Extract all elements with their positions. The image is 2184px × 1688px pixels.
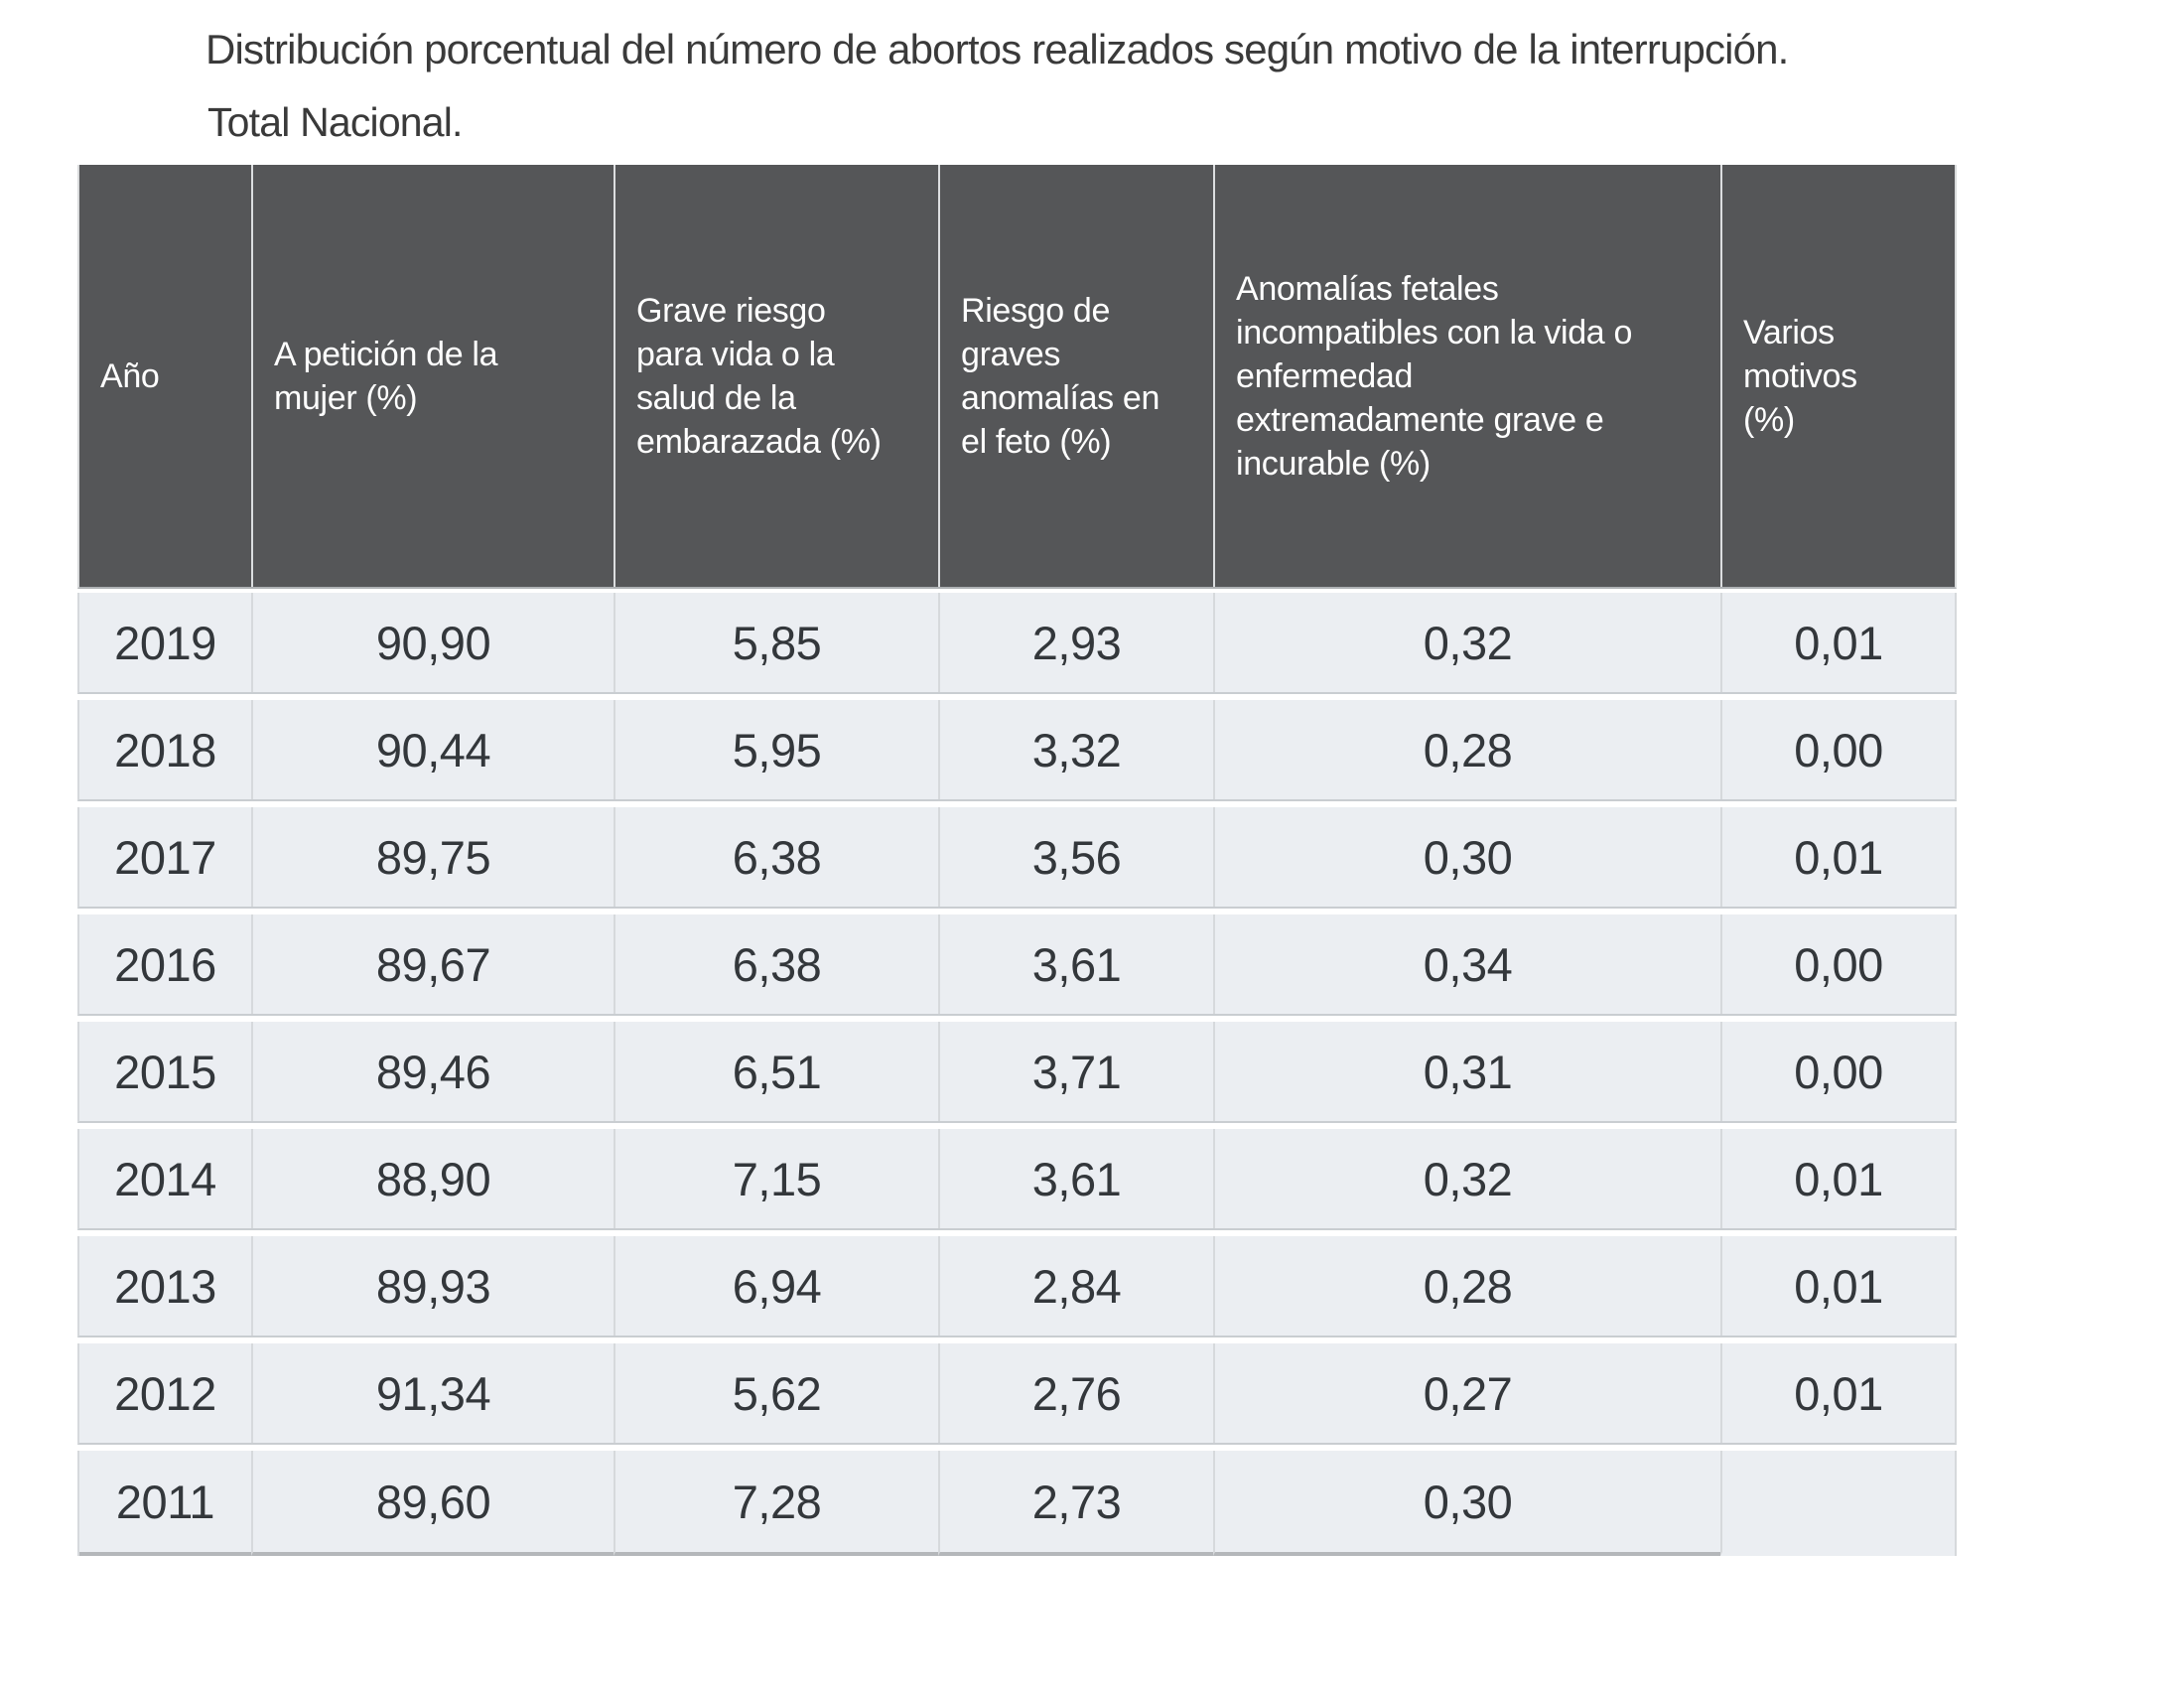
value-cell: 0,34	[1213, 914, 1720, 1014]
value-cell: 0,01	[1720, 1236, 1955, 1336]
value-cell: 7,28	[614, 1451, 938, 1556]
column-header-varios-motivos: Varios motivos (%)	[1720, 165, 1955, 587]
value-cell: 90,90	[251, 593, 614, 692]
value-cell: 0,28	[1213, 700, 1720, 799]
page-title: Distribución porcentual del número de ab…	[205, 26, 1789, 72]
value-cell: 0,32	[1213, 1129, 1720, 1228]
value-cell: 2,76	[938, 1343, 1213, 1443]
value-cell: 89,67	[251, 914, 614, 1014]
table-row-2015: 2015 89,46 6,51 3,71 0,31 0,00	[77, 1022, 1957, 1123]
column-header-anomalias-fetales-incompatibles: Anomalías fetales incompatibles con la v…	[1213, 165, 1720, 587]
value-cell: 0,28	[1213, 1236, 1720, 1336]
year-cell: 2012	[79, 1343, 251, 1443]
column-header-riesgo-anomalias-feto: Riesgo de graves anomalías en el feto (%…	[938, 165, 1213, 587]
value-cell: 89,46	[251, 1022, 614, 1121]
data-table: Año A petición de la mujer (%) Grave rie…	[77, 165, 1957, 1556]
value-cell: 89,60	[251, 1451, 614, 1556]
value-cell: 6,94	[614, 1236, 938, 1336]
value-cell: 3,32	[938, 700, 1213, 799]
year-cell: 2011	[79, 1451, 251, 1556]
value-cell: 0,00	[1720, 914, 1955, 1014]
value-cell: 0,01	[1720, 1343, 1955, 1443]
value-cell: 90,44	[251, 700, 614, 799]
value-cell: 0,27	[1213, 1343, 1720, 1443]
table-body: 2019 90,90 5,85 2,93 0,32 0,01 2018 90,44 5,95 3,…	[77, 593, 1957, 1556]
value-cell: 7,15	[614, 1129, 938, 1228]
value-cell: 0,30	[1213, 807, 1720, 907]
column-header-year: Año	[100, 356, 160, 395]
table-row-2013: 2013 89,93 6,94 2,84 0,28 0,01	[77, 1236, 1957, 1337]
table-header-row: Año A petición de la mujer (%) Grave rie…	[77, 165, 1957, 589]
value-cell: 0,01	[1720, 1129, 1955, 1228]
value-cell: 0,32	[1213, 593, 1720, 692]
value-cell: 0,00	[1720, 1022, 1955, 1121]
value-cell: 0,31	[1213, 1022, 1720, 1121]
value-cell	[1720, 1451, 1955, 1556]
value-cell: 3,56	[938, 807, 1213, 907]
table-row-2012: 2012 91,34 5,62 2,76 0,27 0,01	[77, 1343, 1957, 1445]
table-row-2011: 2011 89,60 7,28 2,73 0,30	[77, 1451, 1957, 1556]
column-header-grave-riesgo-salud: Grave riesgo para vida o la salud de la …	[614, 165, 938, 587]
table-row-2016: 2016 89,67 6,38 3,61 0,34 0,00	[77, 914, 1957, 1016]
table-row-2019: 2019 90,90 5,85 2,93 0,32 0,01	[77, 593, 1957, 694]
year-cell: 2018	[79, 700, 251, 799]
value-cell: 0,01	[1720, 807, 1955, 907]
value-cell: 6,38	[614, 807, 938, 907]
value-cell: 89,93	[251, 1236, 614, 1336]
table-row-2018: 2018 90,44 5,95 3,32 0,28 0,00	[77, 700, 1957, 801]
value-cell: 0,00	[1720, 700, 1955, 799]
value-cell: 0,30	[1213, 1451, 1720, 1556]
value-cell: 5,62	[614, 1343, 938, 1443]
value-cell: 3,71	[938, 1022, 1213, 1121]
value-cell: 88,90	[251, 1129, 614, 1228]
value-cell: 3,61	[938, 1129, 1213, 1228]
value-cell: 91,34	[251, 1343, 614, 1443]
value-cell: 5,95	[614, 700, 938, 799]
value-cell: 6,38	[614, 914, 938, 1014]
value-cell: 2,84	[938, 1236, 1213, 1336]
year-cell: 2015	[79, 1022, 251, 1121]
column-header-peticion-mujer: A petición de la mujer (%)	[251, 165, 614, 587]
table-row-2014: 2014 88,90 7,15 3,61 0,32 0,01	[77, 1129, 1957, 1230]
year-cell: 2013	[79, 1236, 251, 1336]
year-cell: 2014	[79, 1129, 251, 1228]
value-cell: 5,85	[614, 593, 938, 692]
value-cell: 89,75	[251, 807, 614, 907]
page-subtitle: Total Nacional.	[207, 99, 463, 145]
year-cell: 2017	[79, 807, 251, 907]
year-cell: 2019	[79, 593, 251, 692]
value-cell: 3,61	[938, 914, 1213, 1014]
value-cell: 2,93	[938, 593, 1213, 692]
year-cell: 2016	[79, 914, 251, 1014]
value-cell: 0,01	[1720, 593, 1955, 692]
value-cell: 6,51	[614, 1022, 938, 1121]
value-cell: 2,73	[938, 1451, 1213, 1556]
table-row-2017: 2017 89,75 6,38 3,56 0,30 0,01	[77, 807, 1957, 909]
